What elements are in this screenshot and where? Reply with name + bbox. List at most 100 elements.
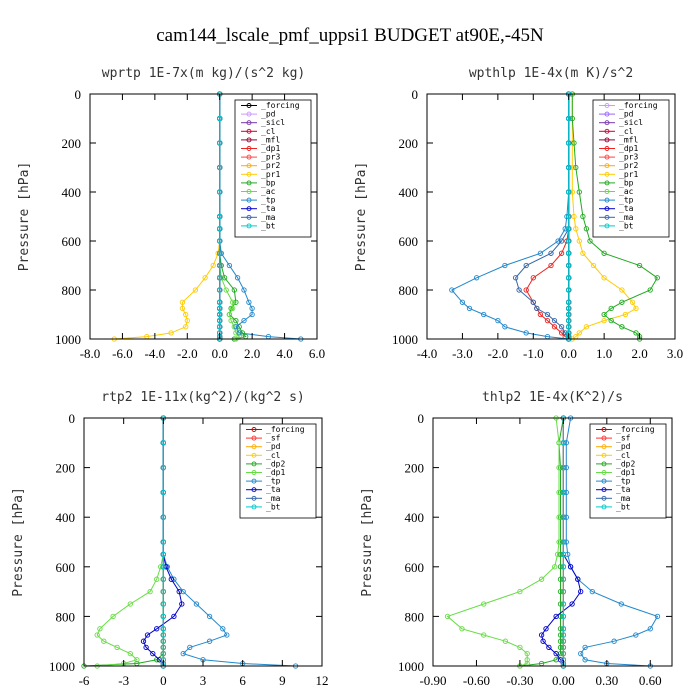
legend-label: _sf: [616, 434, 631, 443]
data-point: [544, 311, 551, 318]
data-point: [582, 644, 588, 651]
legend-label: _tp: [266, 477, 281, 486]
legend-label: _pd: [616, 442, 631, 451]
legend-label: _cl: [266, 451, 281, 460]
x-tick-label: -4.0: [417, 346, 438, 361]
data-point: [206, 613, 213, 620]
legend-marker: [246, 206, 252, 212]
legend-label: _dp1: [266, 468, 285, 477]
data-point: [633, 330, 639, 336]
y-tick-label: 600: [405, 560, 425, 575]
data-point: [619, 299, 625, 305]
panel-title: rtp2 1E-11x(kg^2)/(kg^2 s): [101, 390, 305, 405]
legend-label: _forcing: [261, 101, 300, 110]
plot-frame: [89, 93, 318, 340]
x-tick-label: -2.0: [177, 346, 198, 361]
data-point: [160, 588, 166, 595]
legend-marker: [251, 470, 257, 475]
data-point: [601, 311, 607, 318]
data-point: [168, 330, 174, 336]
plot-frame: [426, 93, 676, 340]
data-point: [601, 317, 607, 324]
legend-marker: [601, 427, 607, 432]
data-point: [179, 299, 186, 305]
y-tick-label: 200: [56, 461, 76, 476]
legend-label: _pd: [266, 442, 281, 451]
data-point: [566, 213, 572, 220]
data-point: [179, 305, 186, 312]
y-tick-label: 400: [399, 185, 419, 200]
y-tick-label: 800: [62, 283, 82, 298]
x-tick-label: 0.0: [212, 346, 228, 361]
legend-label: _ta: [619, 204, 634, 213]
data-point: [654, 613, 661, 620]
data-point: [573, 226, 579, 232]
data-point: [619, 324, 625, 330]
legend-marker: [604, 111, 610, 117]
legend-marker: [251, 427, 257, 432]
x-tick-label: -6.0: [112, 346, 133, 361]
data-point: [94, 632, 100, 638]
series-line-ta: [142, 418, 183, 666]
data-point: [154, 576, 160, 582]
data-point: [502, 638, 509, 644]
y-tick-label: 800: [405, 609, 425, 624]
data-point: [563, 440, 569, 446]
legend-label: _mfl: [619, 135, 638, 144]
data-point: [466, 305, 473, 312]
data-point: [449, 287, 455, 293]
data-point: [160, 644, 166, 651]
data-point: [582, 657, 588, 663]
data-point: [187, 644, 193, 651]
legend-label: _ma: [266, 494, 281, 503]
data-point: [184, 317, 190, 324]
data-point: [608, 317, 614, 324]
data-point: [193, 601, 200, 607]
legend-marker: [604, 128, 610, 134]
data-point: [241, 287, 247, 293]
x-tick-label: 0.0: [561, 346, 577, 361]
data-point: [557, 576, 564, 582]
data-point: [563, 489, 569, 496]
data-point: [168, 576, 174, 582]
legend-label: _cl: [616, 451, 631, 460]
data-point: [217, 226, 223, 232]
legend-label: _mfl: [261, 135, 280, 144]
data-point: [608, 305, 614, 312]
data-point: [601, 250, 607, 256]
series-line-ma: [515, 94, 570, 339]
data-point: [566, 311, 572, 318]
series-line-pr1: [114, 94, 221, 340]
x-tick-label: -3: [118, 673, 129, 688]
data-point: [176, 588, 182, 595]
data-point: [217, 262, 223, 269]
data-point: [580, 213, 586, 220]
legend-label: _dp1: [619, 144, 638, 153]
data-point: [206, 638, 213, 644]
data-point: [160, 464, 166, 471]
data-point: [217, 317, 223, 324]
data-point: [558, 238, 565, 244]
data-point: [517, 588, 523, 595]
data-point: [179, 601, 185, 607]
data-point: [143, 644, 149, 651]
data-point: [236, 330, 242, 336]
data-point: [217, 238, 223, 244]
x-tick-label: 9: [279, 673, 286, 688]
data-point: [551, 324, 558, 330]
legend-marker: [251, 452, 257, 458]
x-tick-label: -4.0: [145, 346, 166, 361]
data-point: [560, 539, 567, 545]
legend-marker: [251, 461, 257, 467]
data-point: [249, 311, 255, 318]
data-point: [481, 601, 487, 607]
data-point: [217, 299, 223, 305]
data-point: [231, 287, 237, 293]
y-axis-label: Pressure [hPa]: [354, 162, 369, 272]
data-point: [633, 305, 639, 312]
data-point: [233, 330, 239, 336]
data-point: [560, 632, 567, 638]
data-point: [110, 613, 116, 620]
